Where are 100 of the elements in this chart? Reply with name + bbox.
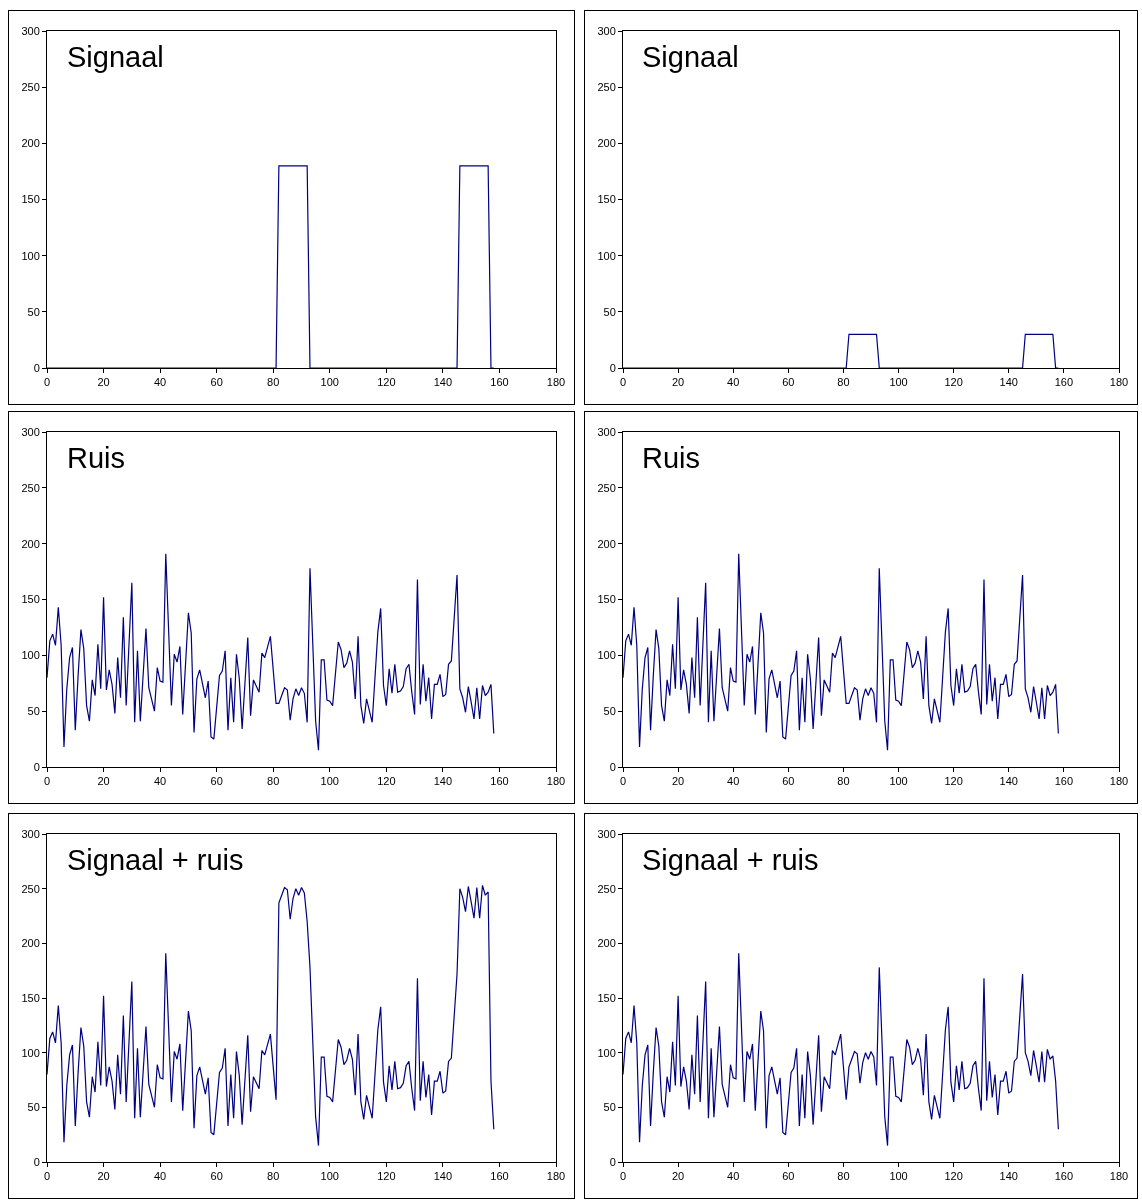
y-tick-label: 0 (33, 760, 40, 773)
chart-title: Signaal + ruis (67, 844, 244, 876)
chart-title: Signaal (642, 41, 739, 73)
x-tick-label: 160 (490, 775, 509, 788)
y-tick-label: 300 (597, 425, 616, 438)
y-tick-label: 100 (597, 649, 616, 662)
x-tick-label: 120 (377, 775, 396, 788)
y-tick-label: 0 (33, 1155, 40, 1168)
y-tick-label: 150 (21, 193, 40, 206)
x-tick-label: 180 (1109, 1170, 1129, 1183)
x-tick-label: 60 (782, 376, 795, 389)
x-tick-label: 160 (490, 1170, 509, 1183)
x-tick-label: 180 (1109, 775, 1129, 788)
y-tick-label: 250 (21, 882, 40, 895)
y-tick-label: 300 (597, 24, 616, 37)
x-tick-label: 0 (43, 775, 51, 788)
y-tick-label: 0 (609, 760, 616, 773)
y-tick-label: 50 (27, 705, 40, 718)
y-tick-label: 250 (597, 882, 616, 895)
line-series (623, 553, 1059, 751)
y-tick-label: 200 (597, 937, 616, 950)
x-tick-label: 160 (1054, 775, 1074, 788)
x-tick-label: 20 (671, 1170, 685, 1183)
x-tick-label: 100 (320, 775, 339, 788)
y-tick-label: 150 (597, 193, 616, 206)
x-tick-label: 40 (727, 376, 740, 389)
y-tick-label: 150 (21, 593, 40, 606)
y-tick-label: 300 (21, 827, 40, 840)
y-tick-label: 0 (33, 361, 40, 374)
x-tick-label: 60 (210, 376, 223, 389)
y-tick-label: 150 (597, 991, 616, 1004)
y-tick-label: 150 (597, 593, 616, 606)
x-tick-label: 100 (889, 376, 908, 389)
line-series (47, 884, 495, 1147)
x-tick-label: 140 (999, 1170, 1018, 1183)
chart-title: Ruis (642, 442, 701, 474)
y-tick-label: 200 (21, 537, 40, 550)
x-tick-label: 40 (727, 775, 740, 788)
x-tick-label: 180 (546, 1170, 566, 1183)
x-tick-label: 80 (267, 1170, 280, 1183)
chart-title: Ruis (67, 442, 126, 474)
x-tick-label: 100 (889, 775, 908, 788)
x-tick-label: 140 (433, 775, 453, 788)
y-tick-label: 100 (21, 1046, 40, 1059)
x-tick-label: 40 (727, 1170, 740, 1183)
x-tick-label: 20 (671, 775, 685, 788)
y-tick-label: 150 (21, 991, 40, 1004)
y-tick-label: 300 (597, 827, 616, 840)
x-tick-label: 80 (837, 376, 850, 389)
line-series (47, 553, 495, 751)
x-tick-label: 0 (43, 376, 51, 389)
y-tick-label: 0 (609, 361, 616, 374)
x-tick-label: 40 (153, 376, 167, 389)
x-tick-label: 0 (619, 376, 627, 389)
y-tick-label: 200 (21, 137, 40, 150)
x-tick-label: 60 (210, 1170, 223, 1183)
x-tick-label: 120 (377, 1170, 396, 1183)
x-tick-label: 60 (210, 775, 223, 788)
x-tick-label: 0 (619, 775, 627, 788)
chart-title: Signaal + ruis (642, 844, 819, 876)
x-tick-label: 20 (97, 775, 110, 788)
y-tick-label: 50 (603, 305, 616, 318)
x-tick-label: 20 (97, 376, 110, 389)
y-tick-label: 200 (597, 537, 616, 550)
x-tick-label: 140 (999, 376, 1018, 389)
y-tick-label: 300 (21, 24, 40, 37)
y-tick-label: 200 (21, 937, 40, 950)
line-series (623, 952, 1059, 1147)
x-tick-label: 140 (433, 1170, 453, 1183)
x-tick-label: 160 (490, 376, 509, 389)
x-tick-label: 80 (267, 775, 280, 788)
x-tick-label: 40 (153, 775, 167, 788)
x-tick-label: 180 (1109, 376, 1129, 389)
y-tick-label: 100 (597, 1046, 616, 1059)
y-tick-label: 0 (609, 1155, 616, 1168)
y-tick-label: 50 (27, 1101, 40, 1114)
y-tick-label: 250 (21, 81, 40, 94)
x-tick-label: 0 (619, 1170, 627, 1183)
x-tick-label: 180 (546, 376, 566, 389)
y-tick-label: 50 (27, 305, 40, 318)
x-tick-label: 20 (671, 376, 685, 389)
y-tick-label: 50 (603, 1101, 616, 1114)
x-tick-label: 120 (944, 775, 963, 788)
x-tick-label: 100 (320, 1170, 339, 1183)
y-tick-label: 100 (21, 249, 40, 262)
y-tick-label: 250 (597, 481, 616, 494)
y-tick-label: 100 (597, 249, 616, 262)
x-tick-label: 120 (377, 376, 396, 389)
x-tick-label: 160 (1054, 1170, 1074, 1183)
y-tick-label: 300 (21, 425, 40, 438)
y-tick-label: 250 (597, 81, 616, 94)
x-tick-label: 80 (837, 775, 850, 788)
x-tick-label: 120 (944, 376, 963, 389)
x-tick-label: 140 (433, 376, 453, 389)
x-tick-label: 160 (1054, 376, 1074, 389)
x-tick-label: 40 (153, 1170, 167, 1183)
x-tick-label: 80 (837, 1170, 850, 1183)
x-tick-label: 60 (782, 1170, 795, 1183)
y-tick-label: 50 (603, 705, 616, 718)
chart-title: Signaal (67, 41, 164, 73)
